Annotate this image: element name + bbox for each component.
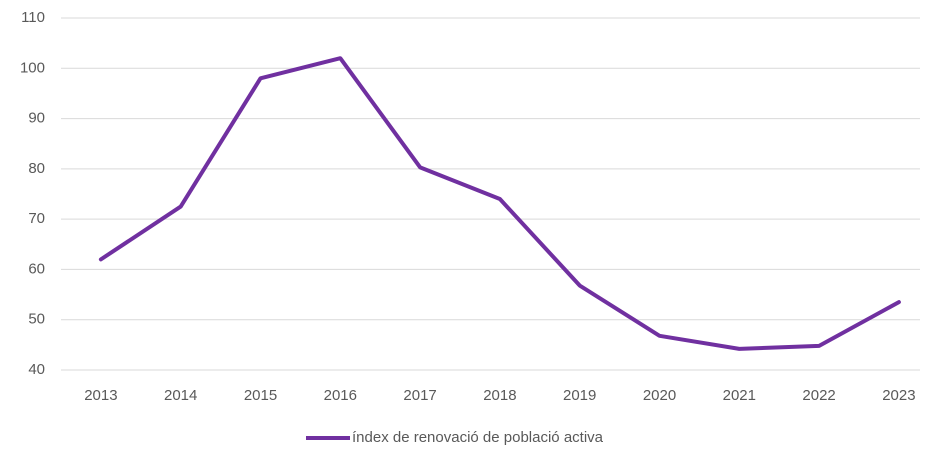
x-tick-label: 2014 (164, 387, 197, 404)
x-tick-label: 2021 (723, 387, 756, 404)
y-tick-label: 50 (28, 311, 45, 328)
legend-label: índex de renovació de població activa (352, 429, 604, 446)
x-tick-label: 2022 (802, 387, 835, 404)
x-tick-label: 2016 (324, 387, 357, 404)
y-tick-label: 100 (20, 59, 45, 76)
x-tick-label: 2023 (882, 387, 915, 404)
y-tick-label: 110 (21, 9, 45, 26)
y-tick-label: 70 (28, 210, 45, 227)
y-tick-label: 90 (28, 110, 45, 127)
x-tick-label: 2015 (244, 387, 277, 404)
x-tick-label: 2013 (84, 387, 117, 404)
y-tick-label: 80 (28, 160, 45, 177)
x-tick-label: 2019 (563, 387, 596, 404)
x-tick-label: 2017 (403, 387, 436, 404)
line-series (98, 56, 901, 351)
y-tick-label: 40 (28, 361, 45, 378)
y-tick-label: 60 (28, 260, 45, 277)
x-tick-label: 2018 (483, 387, 516, 404)
x-tick-label: 2020 (643, 387, 676, 404)
